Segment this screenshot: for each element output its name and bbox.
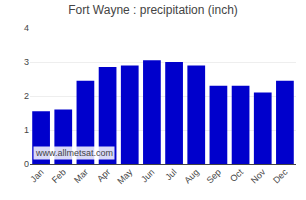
svg-text:Jul: Jul [163, 167, 178, 182]
svg-text:Nov: Nov [249, 167, 268, 186]
svg-text:2: 2 [24, 91, 29, 101]
svg-text:Apr: Apr [95, 167, 112, 184]
svg-text:1: 1 [24, 125, 29, 135]
svg-text:Jun: Jun [139, 167, 156, 184]
svg-text:May: May [115, 167, 134, 186]
svg-text:Oct: Oct [228, 167, 245, 184]
svg-text:3: 3 [24, 57, 29, 67]
svg-text:0: 0 [24, 159, 29, 169]
svg-text:Feb: Feb [50, 167, 68, 185]
svg-text:Dec: Dec [271, 167, 290, 186]
svg-text:4: 4 [24, 23, 29, 33]
svg-text:Fort Wayne : precipitation (in: Fort Wayne : precipitation (inch) [68, 3, 238, 17]
svg-text:Jan: Jan [28, 167, 45, 184]
svg-text:Aug: Aug [182, 167, 200, 185]
svg-text:Sep: Sep [205, 167, 223, 185]
svg-text:www.allmetsat.com: www.allmetsat.com [35, 148, 113, 158]
svg-text:Mar: Mar [72, 167, 90, 185]
